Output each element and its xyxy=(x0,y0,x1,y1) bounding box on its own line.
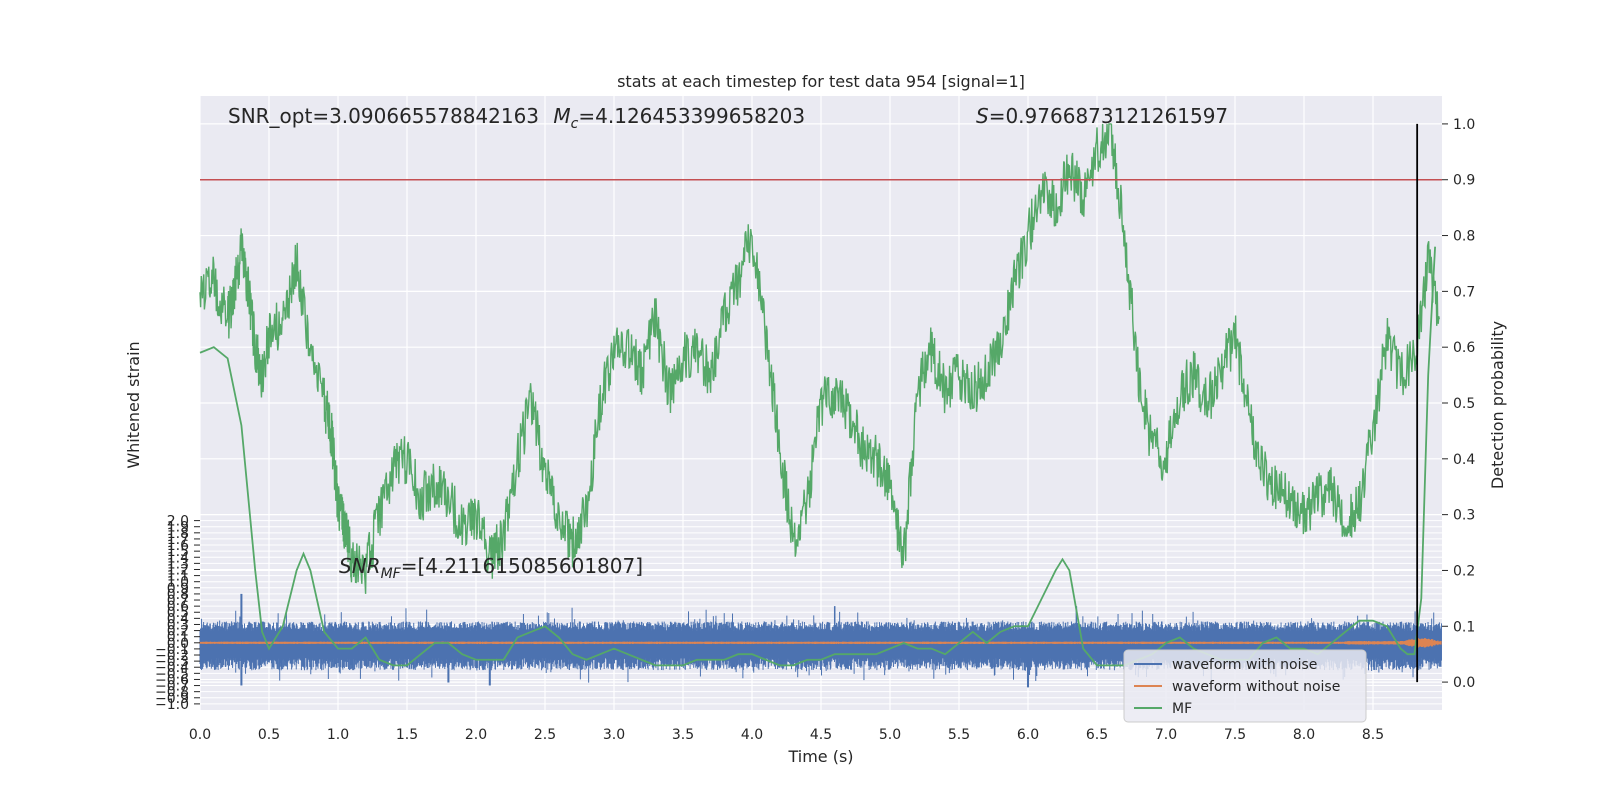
chart-title: stats at each timestep for test data 954… xyxy=(617,72,1025,91)
right-tick-label: 0.0 xyxy=(1453,675,1475,691)
snr-mf-value: =[4.211615085601807] xyxy=(401,554,643,578)
left-tick-label: 0.5 xyxy=(167,605,189,621)
x-tick-label: 3.5 xyxy=(672,727,694,743)
right-tick-label: 0.5 xyxy=(1453,396,1475,412)
left-tick-label: −0.2 xyxy=(155,648,189,664)
legend: waveform with noise waveform without noi… xyxy=(1123,649,1367,723)
x-tick-labels: 0.0 0.5 1.0 1.5 2.0 2.5 3.0 3.5 4.0 4.5 5.0 5.5 6.0 6… xyxy=(189,727,1384,743)
reference-lines xyxy=(200,123,1442,683)
right-axis-label: Detection probability xyxy=(1488,321,1507,489)
x-tick-label: 5.5 xyxy=(948,727,970,743)
right-tick-label: 0.8 xyxy=(1453,229,1475,245)
left-tick-label: −0.5 xyxy=(155,666,189,682)
x-tick-label: 4.5 xyxy=(810,727,832,743)
right-tick-labels: 1.0 0.9 0.8 0.7 0.6 0.5 0.4 0.3 0.2 0.1 0.0 xyxy=(1442,117,1475,691)
left-tick-labels: 2.01.91.81.71.61.51.41.31.21.11.00.90.80… xyxy=(155,514,200,713)
snr-mf-symbol: SNR xyxy=(339,554,381,578)
right-tick-label: 0.2 xyxy=(1453,563,1475,579)
left-tick-label: 0.1 xyxy=(167,630,189,646)
x-tick-label: 0.5 xyxy=(258,727,280,743)
right-tick-label: 0.4 xyxy=(1453,452,1475,468)
left-tick-label: 1.0 xyxy=(167,575,189,591)
x-tick-label: 1.5 xyxy=(396,727,418,743)
right-tick-label: 0.3 xyxy=(1453,508,1475,524)
left-tick-label: 1.2 xyxy=(167,562,189,578)
legend-label-noise: waveform with noise xyxy=(1172,657,1317,673)
left-tick-label: −1.0 xyxy=(155,697,189,713)
left-tick-label: 0.3 xyxy=(167,617,189,633)
x-tick-label: 8.0 xyxy=(1293,727,1315,743)
mc-value: =4.126453399658203 xyxy=(578,104,805,128)
left-tick-label: 0.6 xyxy=(167,599,189,615)
snr-opt-text: SNR_opt=3.090665578842163 xyxy=(228,104,539,128)
legend-label-clean: waveform without noise xyxy=(1172,679,1340,695)
mc-symbol: M xyxy=(553,104,570,128)
right-tick-label: 0.7 xyxy=(1453,284,1475,300)
snr-mf-annotation: SNRMF=[4.211615085601807] xyxy=(339,554,643,582)
left-tick-label: 1.5 xyxy=(167,544,189,560)
left-tick-label: 1.8 xyxy=(167,526,189,542)
left-tick-label: −0.9 xyxy=(155,691,189,707)
x-tick-label: 4.0 xyxy=(741,727,763,743)
left-tick-label: 1.1 xyxy=(167,569,189,585)
left-tick-label: −0.8 xyxy=(155,685,189,701)
x-tick-label: 3.0 xyxy=(603,727,625,743)
left-tick-label: −0.3 xyxy=(155,654,189,670)
left-tick-label: 0.0 xyxy=(167,636,189,652)
left-tick-label: −0.6 xyxy=(155,672,189,688)
mc-subscript: c xyxy=(571,116,579,132)
snr-mf-subscript: MF xyxy=(381,566,402,582)
left-tick-label: −0.1 xyxy=(155,642,189,658)
x-tick-label: 6.5 xyxy=(1086,727,1108,743)
x-tick-label: 5.0 xyxy=(879,727,901,743)
s-value: =0.9766873121261597 xyxy=(989,104,1228,128)
right-tick-label: 0.1 xyxy=(1453,619,1475,635)
left-tick-label: 2.0 xyxy=(167,514,189,530)
left-tick-label: 0.9 xyxy=(167,581,189,597)
left-tick-label: 0.2 xyxy=(167,624,189,640)
legend-box xyxy=(1123,649,1367,723)
right-tick-label: 0.6 xyxy=(1453,340,1475,356)
right-tick-label: 1.0 xyxy=(1453,117,1475,133)
s-symbol: S xyxy=(976,104,989,128)
s-annotation: S=0.9766873121261597 xyxy=(976,104,1228,128)
legend-label-mf: MF xyxy=(1172,701,1192,717)
left-tick-label: 1.3 xyxy=(167,556,189,572)
x-tick-label: 6.0 xyxy=(1017,727,1039,743)
series-detection-probability xyxy=(199,123,1440,594)
left-tick-label: 1.9 xyxy=(167,520,189,536)
x-tick-label: 7.5 xyxy=(1224,727,1246,743)
left-tick-label: 1.6 xyxy=(167,538,189,554)
left-tick-label: 0.7 xyxy=(167,593,189,609)
x-axis-label: Time (s) xyxy=(787,747,853,766)
x-tick-label: 2.5 xyxy=(534,727,556,743)
right-tick-label: 0.9 xyxy=(1453,173,1475,189)
left-tick-label: −0.7 xyxy=(155,679,189,695)
x-tick-label: 2.0 xyxy=(465,727,487,743)
left-tick-label: 0.4 xyxy=(167,611,189,627)
left-tick-label: 0.8 xyxy=(167,587,189,603)
left-tick-label: 1.7 xyxy=(167,532,189,548)
left-axis-label: Whitened strain xyxy=(124,341,143,468)
left-tick-label: 1.4 xyxy=(167,550,189,566)
x-tick-label: 8.5 xyxy=(1362,727,1384,743)
left-tick-label: −0.4 xyxy=(155,660,189,676)
x-tick-label: 1.0 xyxy=(327,727,349,743)
snr-opt-annotation: SNR_opt=3.090665578842163 Mc=4.126453399… xyxy=(228,104,805,132)
x-tick-label: 0.0 xyxy=(189,727,211,743)
x-tick-label: 7.0 xyxy=(1155,727,1177,743)
